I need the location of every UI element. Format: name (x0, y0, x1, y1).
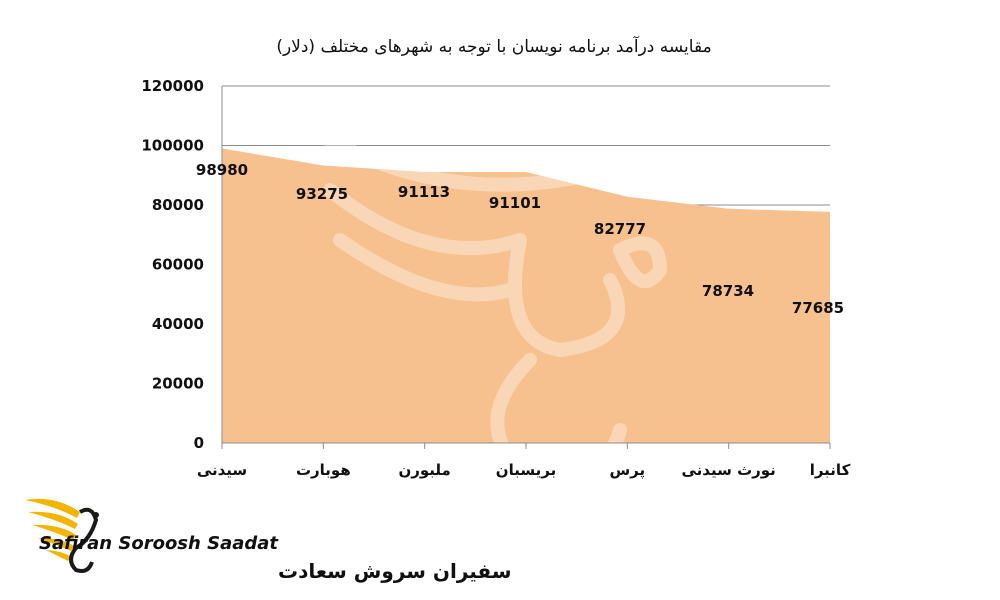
area-fill (222, 148, 830, 444)
watermark-swan-icon (263, 93, 668, 486)
y-tick-label: 80000 (152, 196, 204, 214)
wing-icon (25, 498, 99, 573)
area-series (221, 148, 831, 444)
chart-title: مقایسه درآمد برنامه نویسان با توجه به شه… (276, 35, 711, 57)
x-tick-label: کانبرا (810, 461, 851, 479)
brand-logo: Safiran Soroosh Saadat سفیران سروش سعادت (25, 498, 512, 583)
y-tick-label: 120000 (141, 77, 204, 95)
data-label: 77685 (792, 299, 844, 317)
data-label: 78734 (702, 282, 754, 300)
y-tick-label: 40000 (152, 315, 204, 333)
y-tick-label: 100000 (141, 137, 204, 155)
x-tick-label: ملبورن (398, 461, 450, 479)
axes: 0 20000 40000 60000 80000 100000 120000 سیدنی هو… (141, 77, 850, 480)
x-tick-label: نورث سیدنی (682, 461, 776, 479)
data-labels: 98980 93275 91113 91101 82777 78734 77685 (196, 161, 844, 317)
data-label: 82777 (594, 220, 646, 238)
y-tick-label: 60000 (152, 256, 204, 274)
data-label: 91113 (398, 183, 450, 201)
x-tick-label: بریسبان (496, 461, 556, 479)
data-label: 98980 (196, 161, 248, 179)
data-label: 93275 (296, 185, 348, 203)
brand-name-fa: سفیران سروش سعادت (278, 559, 512, 583)
data-label: 91101 (489, 194, 541, 212)
brand-name-en: Safiran Soroosh Saadat (39, 533, 279, 554)
x-tick-label: پرس (609, 461, 645, 480)
x-tick-label: سیدنی (197, 461, 247, 479)
y-tick-label: 0 (194, 434, 204, 452)
y-tick-label: 20000 (152, 375, 204, 393)
x-tick-label: هوبارت (296, 461, 351, 479)
